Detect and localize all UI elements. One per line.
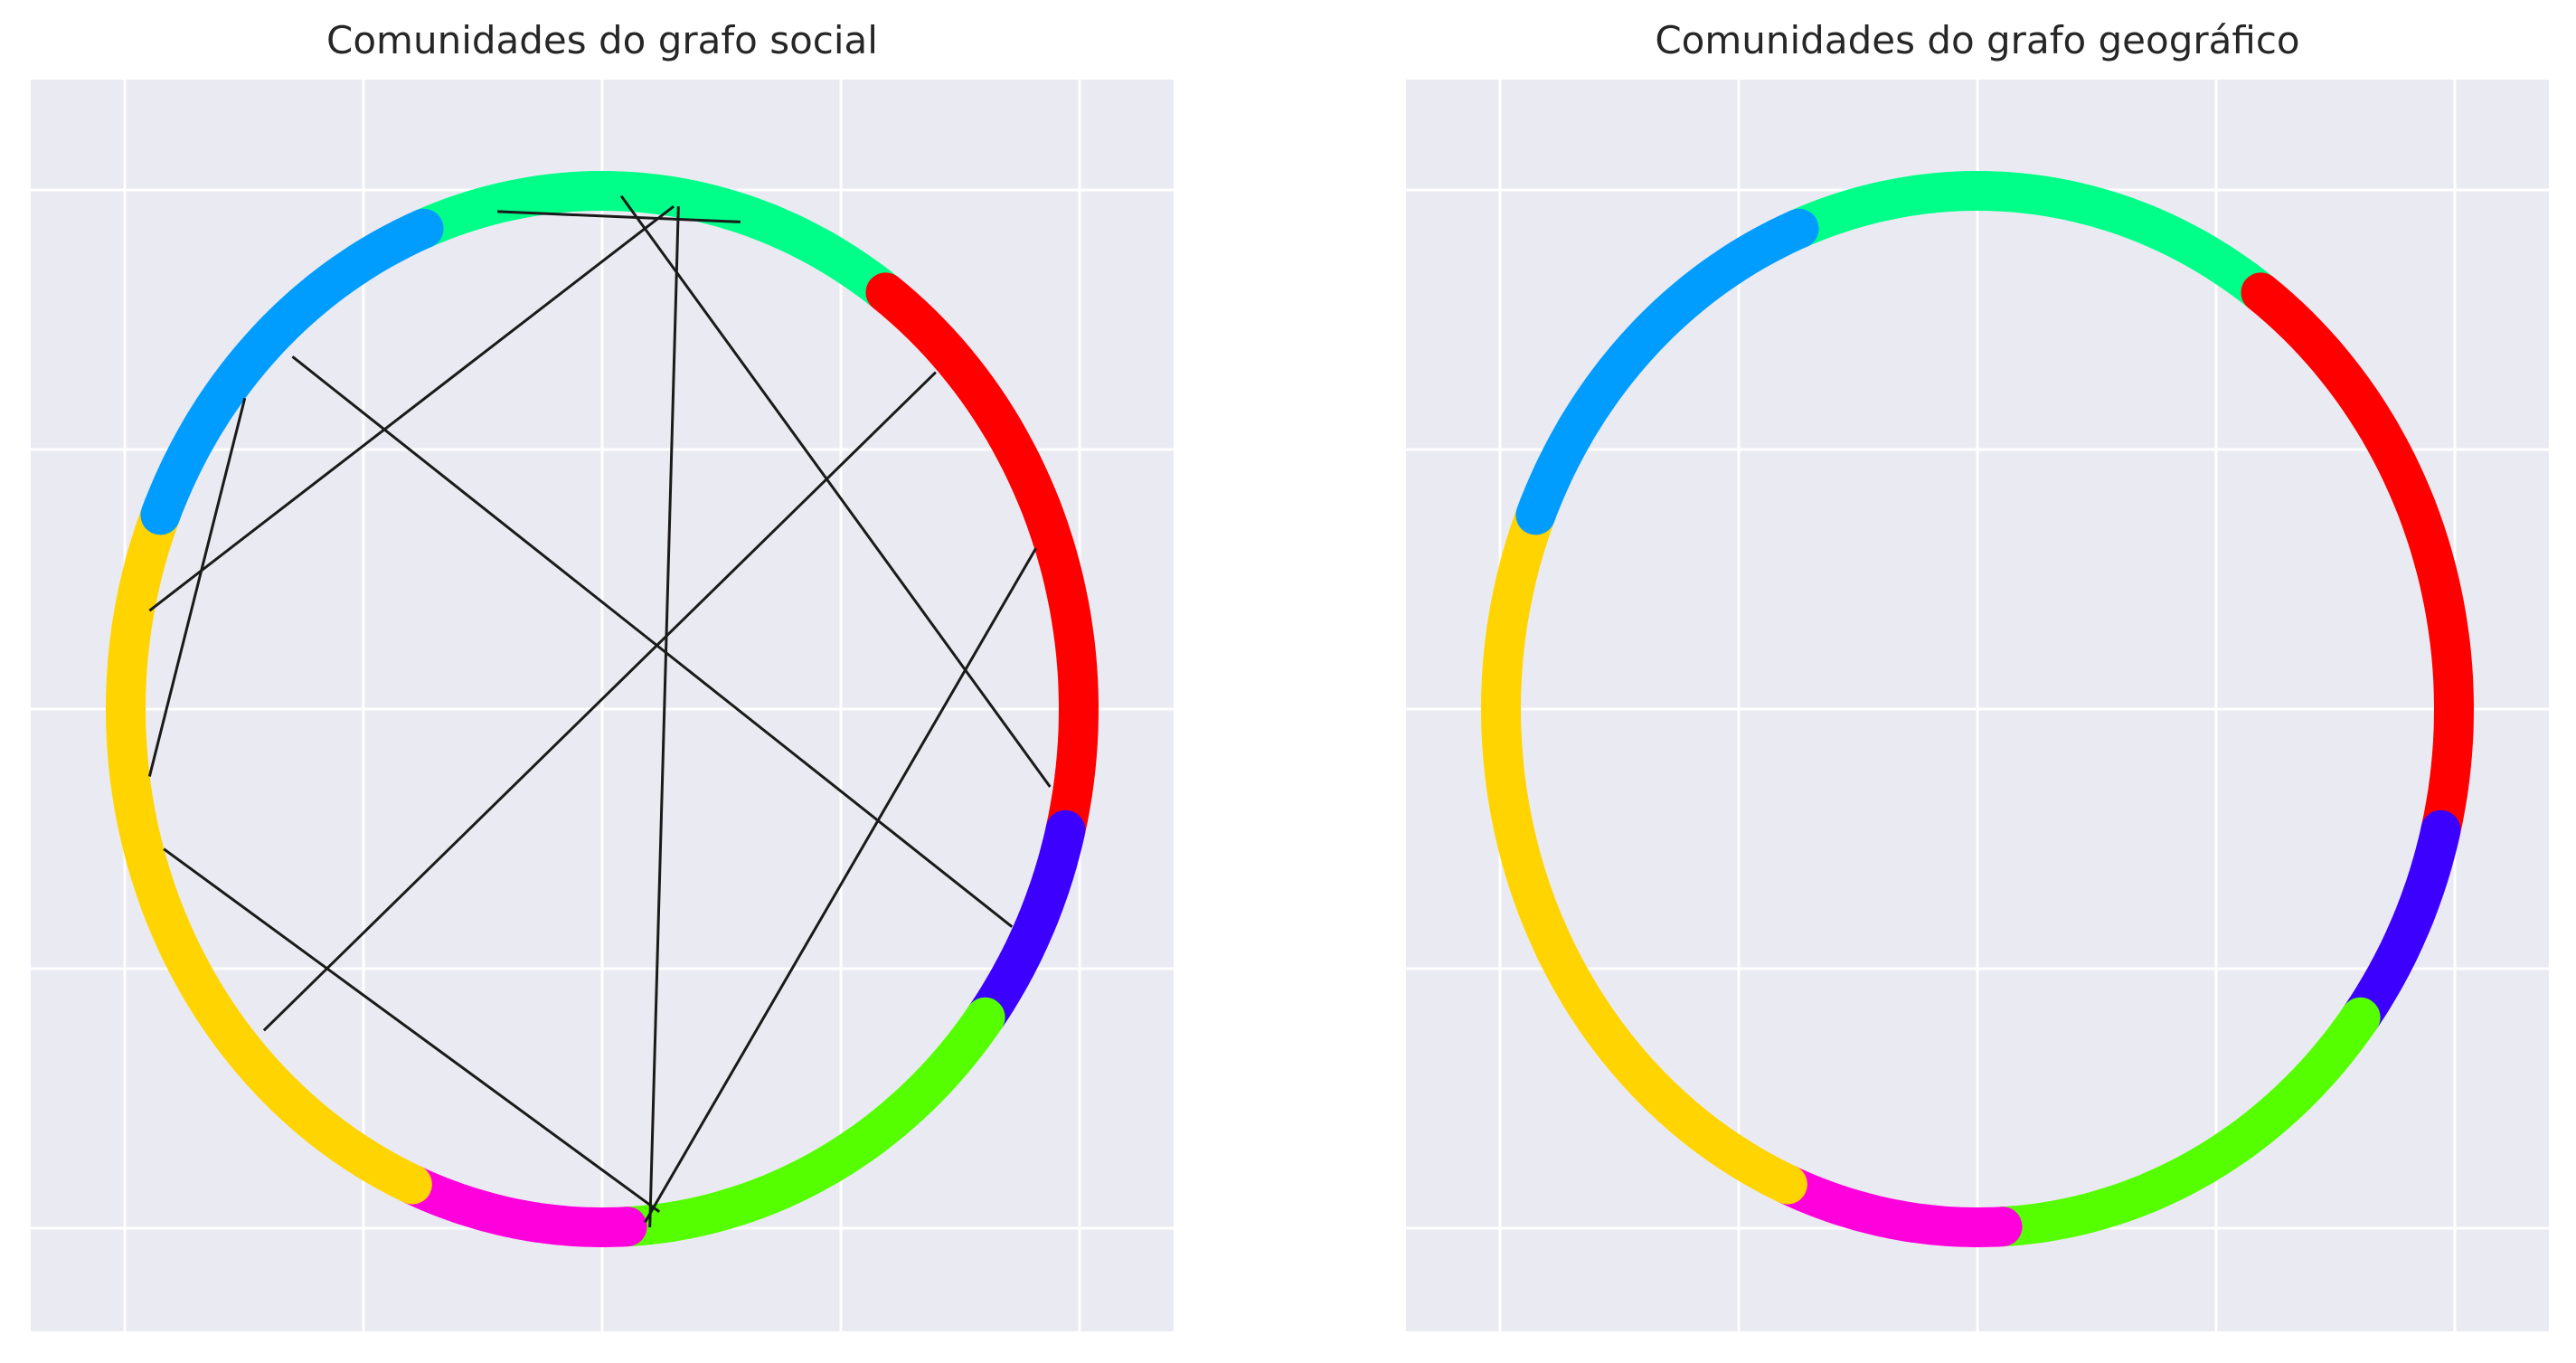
community-arc bbox=[1982, 997, 2381, 1247]
community-arc bbox=[2340, 809, 2461, 1037]
graph-edge bbox=[147, 397, 247, 777]
community-arc bbox=[140, 208, 444, 535]
graph-edge bbox=[262, 371, 937, 1032]
social-graph-title: Comunidades do grafo social bbox=[326, 18, 878, 62]
graph-edge bbox=[291, 355, 1014, 928]
graph-edge bbox=[644, 547, 1037, 1224]
graph-edge bbox=[496, 210, 741, 223]
community-arc bbox=[965, 809, 1086, 1037]
social-graph-plot bbox=[31, 80, 1174, 1331]
community-arc bbox=[105, 495, 432, 1205]
community-arc bbox=[403, 170, 906, 313]
community-arc bbox=[1767, 1164, 2023, 1247]
graph-edge bbox=[163, 847, 661, 1214]
community-arc bbox=[865, 272, 1099, 850]
graph-edge bbox=[148, 205, 675, 612]
geographic-graph-plot bbox=[1406, 80, 2549, 1331]
community-arc bbox=[1515, 208, 1819, 535]
community-arc bbox=[392, 1164, 647, 1247]
geographic-graph-title: Comunidades do grafo geográfico bbox=[1655, 18, 2300, 62]
graph-edge bbox=[619, 194, 1052, 788]
graph-edge bbox=[648, 206, 680, 1228]
community-arc bbox=[607, 997, 1005, 1247]
community-arc bbox=[2241, 272, 2475, 850]
community-arc bbox=[1480, 495, 1807, 1205]
community-arc bbox=[1779, 170, 2281, 313]
